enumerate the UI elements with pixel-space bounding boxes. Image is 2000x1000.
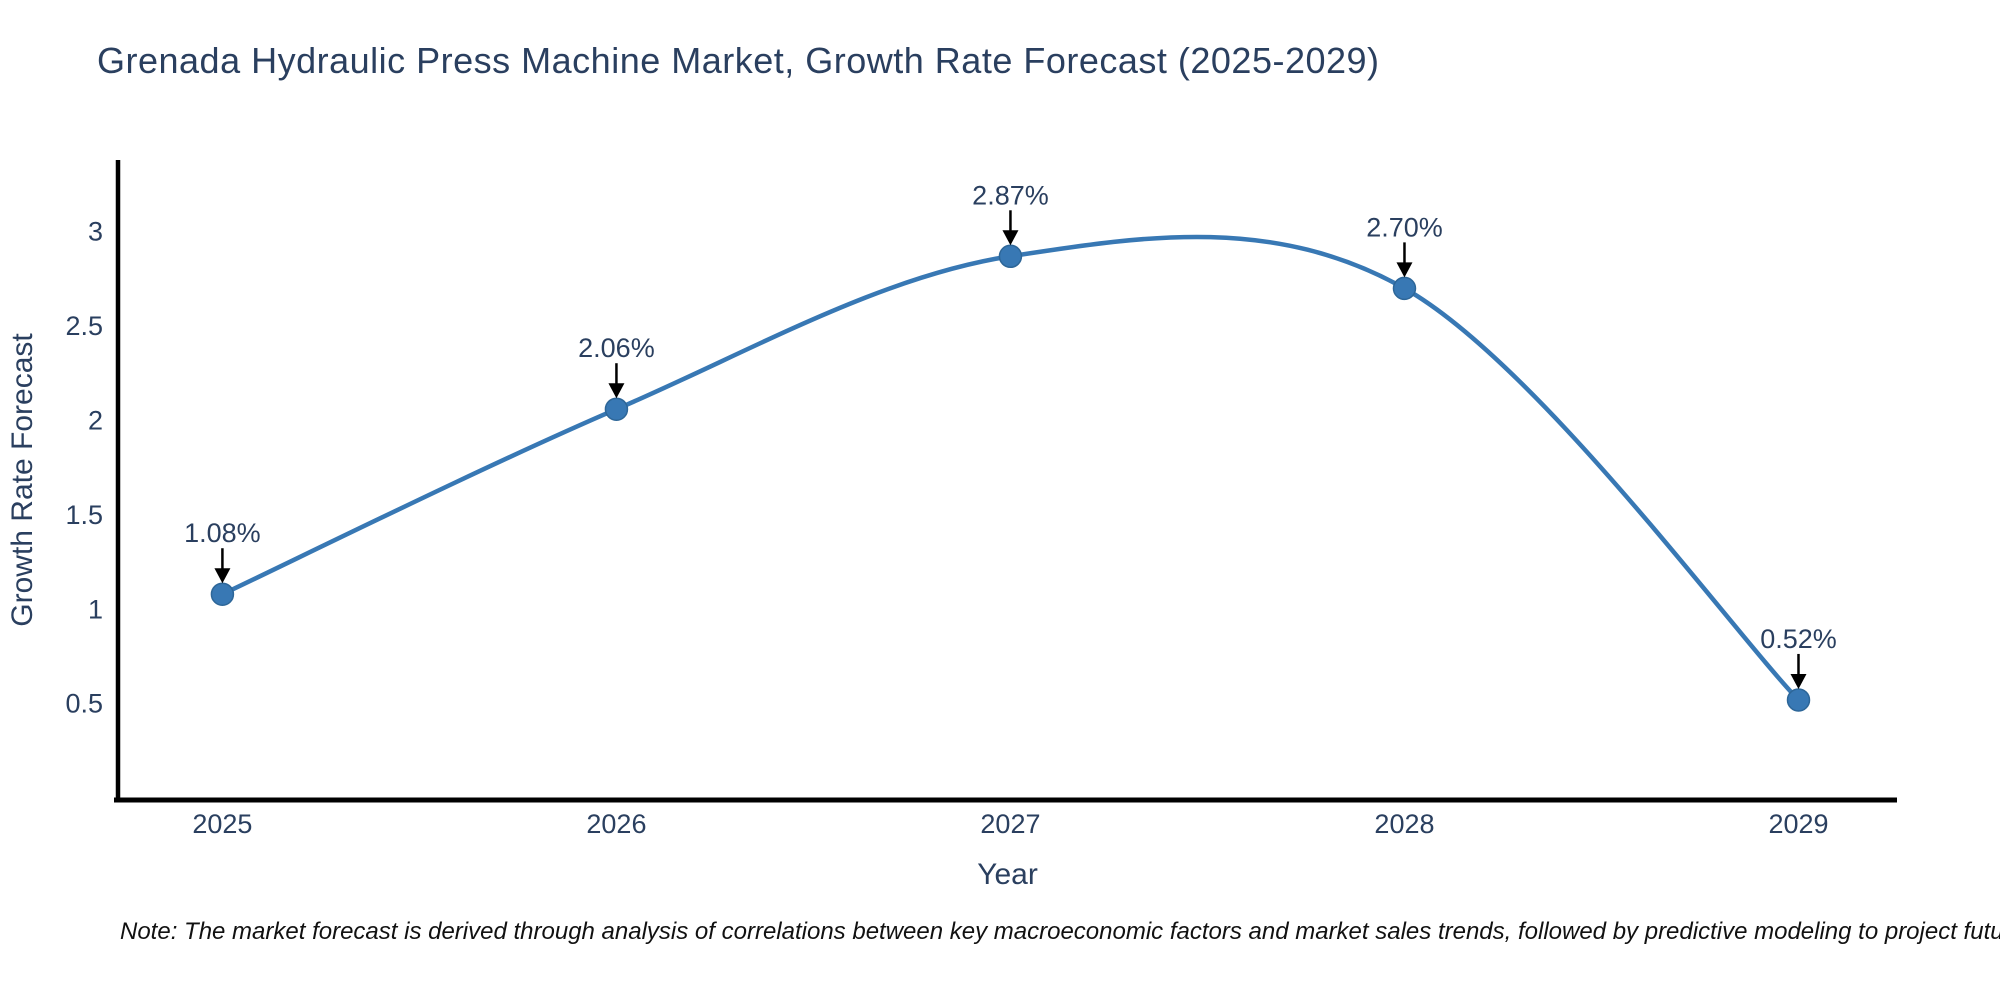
annotation-label-2028: 2.70% (1366, 212, 1443, 242)
annotation-label-2025: 1.08% (184, 518, 261, 548)
annotation-arrowhead-2029 (1790, 673, 1807, 689)
annotation-arrowhead-2028 (1396, 262, 1413, 278)
data-point-2025[interactable] (210, 582, 235, 606)
x-tick-label: 2027 (980, 809, 1040, 839)
y-axis-title: Growth Rate Forecast (6, 333, 39, 627)
footnote: Note: The market forecast is derived thr… (120, 918, 2000, 945)
data-point-2027[interactable] (998, 244, 1023, 269)
annotation-arrowhead-2026 (608, 383, 625, 399)
data-point-2026[interactable] (604, 397, 629, 421)
annotation-label-2026: 2.06% (578, 333, 655, 363)
y-tick-label: 2.5 (65, 311, 103, 341)
x-tick-label: 2025 (192, 809, 252, 839)
y-tick-label: 1 (88, 594, 103, 624)
y-tick-label: 3 (88, 217, 103, 247)
chart-title: Grenada Hydraulic Press Machine Market, … (97, 40, 1380, 81)
data-point-2028[interactable] (1392, 276, 1417, 301)
data-point-2029[interactable] (1786, 688, 1811, 712)
x-tick-label: 2028 (1374, 809, 1434, 839)
annotation-label-2027: 2.87% (972, 180, 1049, 210)
annotation-arrowhead-2027 (1002, 230, 1019, 246)
y-tick-label: 0.5 (65, 689, 103, 719)
x-tick-label: 2026 (586, 809, 646, 839)
y-tick-label: 1.5 (65, 500, 103, 530)
x-axis-title: Year (977, 858, 1038, 891)
x-tick-label: 2029 (1768, 809, 1828, 839)
y-tick-label: 2 (88, 406, 103, 436)
forecast-line (220, 234, 1801, 703)
annotation-arrowhead-2025 (214, 568, 231, 584)
annotation-label-2029: 0.52% (1760, 624, 1837, 654)
